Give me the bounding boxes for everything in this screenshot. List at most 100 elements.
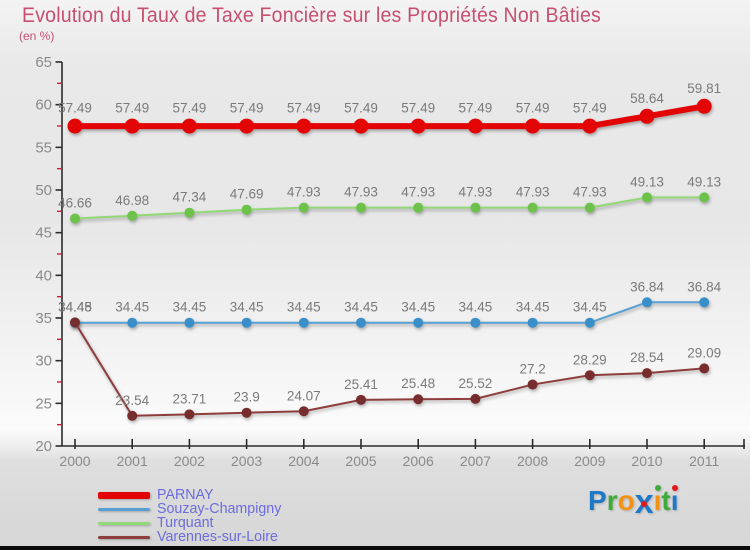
legend-swatch bbox=[98, 491, 150, 499]
data-label: 24.07 bbox=[287, 388, 321, 403]
data-label: 34.45 bbox=[173, 300, 207, 315]
y-tick-label: 50 bbox=[35, 182, 52, 199]
series-line bbox=[72, 103, 708, 130]
x-tick-label: 2009 bbox=[574, 453, 605, 469]
logo-letter: ı bbox=[653, 485, 662, 516]
data-label: 25.48 bbox=[401, 376, 435, 391]
legend-item: Souzay-Champigny bbox=[98, 500, 288, 517]
data-point bbox=[699, 192, 710, 203]
x-tick-label: 2000 bbox=[59, 453, 90, 469]
data-label: 57.49 bbox=[230, 101, 264, 116]
data-point bbox=[127, 210, 138, 221]
legend-item: Varennes-sur-Loire bbox=[98, 529, 288, 544]
data-point bbox=[70, 317, 80, 328]
x-tick-label: 2005 bbox=[345, 453, 376, 469]
logo-letter: t bbox=[661, 485, 671, 516]
data-label: 57.49 bbox=[516, 101, 550, 116]
data-point bbox=[181, 118, 197, 134]
data-label: 34.45 bbox=[459, 300, 493, 315]
data-label: 47.93 bbox=[459, 185, 493, 200]
data-label: 36.84 bbox=[687, 279, 721, 294]
series-Varennes-sur-Loire bbox=[70, 317, 710, 421]
y-tick-label: 45 bbox=[35, 225, 52, 242]
series-Souzay-Champigny bbox=[70, 297, 710, 328]
data-point bbox=[298, 406, 309, 417]
data-point bbox=[239, 118, 255, 134]
data-point bbox=[467, 118, 483, 134]
logo-letter: x bbox=[635, 485, 654, 519]
y-tick-label: 30 bbox=[35, 353, 52, 370]
y-tick-label: 25 bbox=[35, 395, 52, 412]
x-tick-label: 2008 bbox=[517, 453, 548, 469]
data-point bbox=[70, 213, 80, 224]
data-label: 34.45 bbox=[344, 300, 378, 315]
data-point bbox=[582, 118, 598, 134]
data-point bbox=[527, 202, 538, 213]
data-label: 47.93 bbox=[287, 185, 321, 200]
data-label: 23.54 bbox=[115, 393, 149, 408]
data-label: 28.29 bbox=[573, 352, 607, 367]
data-point bbox=[356, 317, 366, 328]
data-point bbox=[527, 379, 538, 390]
data-point bbox=[584, 202, 595, 213]
data-label: 34.45 bbox=[516, 300, 550, 315]
data-point bbox=[584, 317, 595, 328]
data-label: 49.13 bbox=[630, 174, 664, 189]
data-point bbox=[699, 297, 710, 308]
data-point bbox=[356, 394, 366, 405]
logo-letter: o bbox=[617, 485, 635, 516]
data-point bbox=[298, 317, 309, 328]
legend-label: Souzay-Champigny bbox=[157, 500, 282, 517]
data-point bbox=[584, 370, 595, 381]
data-point bbox=[353, 118, 369, 134]
chart-title: Evolution du Taux de Taxe Foncière sur l… bbox=[22, 4, 601, 27]
data-point bbox=[124, 118, 140, 134]
legend-swatch bbox=[98, 521, 150, 525]
data-label: 23.71 bbox=[173, 391, 207, 406]
y-tick-label: 65 bbox=[35, 54, 52, 71]
legend-item: PARNAY bbox=[98, 487, 288, 502]
data-point bbox=[127, 317, 138, 328]
data-point bbox=[410, 118, 426, 134]
data-label: 34.45 bbox=[573, 300, 607, 315]
data-label: 34.45 bbox=[401, 300, 435, 315]
data-point bbox=[470, 317, 481, 328]
data-point bbox=[356, 202, 366, 213]
data-point bbox=[184, 409, 195, 420]
data-label: 57.49 bbox=[173, 101, 207, 116]
series-labels-PARNAY: 57.49 57.49 57.49 57.49 57.49 57.49 57.49 57.49… bbox=[58, 81, 721, 116]
data-point bbox=[696, 98, 712, 114]
data-point bbox=[127, 410, 138, 421]
logo-letter: P bbox=[588, 485, 607, 516]
series-labels-Turquant: 46.66 46.98 47.34 47.69 47.93 47.93 47.93 47.93… bbox=[58, 174, 721, 210]
data-label: 59.81 bbox=[687, 81, 721, 96]
data-point bbox=[642, 192, 652, 203]
logo-dot bbox=[654, 485, 661, 491]
data-point bbox=[413, 202, 424, 213]
data-label: 28.54 bbox=[630, 350, 664, 365]
data-label: 34.48 bbox=[58, 299, 92, 314]
y-tick-label: 60 bbox=[35, 97, 52, 114]
legend-swatch bbox=[98, 507, 150, 511]
legend-item: Turquant bbox=[98, 515, 288, 530]
data-point bbox=[184, 317, 195, 328]
data-label: 47.93 bbox=[516, 185, 550, 200]
x-tick-label: 2003 bbox=[231, 453, 262, 469]
data-label: 25.52 bbox=[459, 376, 493, 391]
data-label: 34.45 bbox=[287, 300, 321, 315]
y-tick-label: 35 bbox=[35, 310, 52, 327]
logo-letter: ı bbox=[670, 485, 679, 516]
data-label: 57.49 bbox=[401, 101, 435, 116]
series-line bbox=[74, 321, 706, 417]
data-label: 47.93 bbox=[573, 185, 607, 200]
legend-swatch bbox=[98, 535, 150, 539]
series-Turquant bbox=[70, 192, 710, 224]
x-tick-label: 2007 bbox=[460, 453, 491, 469]
chart-subtitle: (en %) bbox=[19, 29, 55, 43]
data-label: 57.49 bbox=[573, 101, 607, 116]
data-label: 47.93 bbox=[401, 185, 435, 200]
data-point bbox=[241, 317, 252, 328]
data-point bbox=[241, 204, 252, 215]
data-label: 49.13 bbox=[687, 174, 721, 189]
